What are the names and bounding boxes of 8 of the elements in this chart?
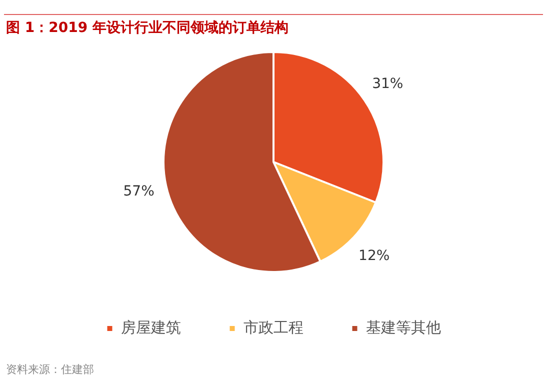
legend-label: 基建等其他 xyxy=(366,318,441,336)
text: 资料来源：住建部 xyxy=(6,362,94,377)
chart-title: 图 1：2019 年设计行业不同领域的订单结构 xyxy=(5,19,290,37)
legend-label: 市政工程 xyxy=(243,318,304,336)
data-label: 12% xyxy=(358,248,390,264)
data-label: 31% xyxy=(372,76,404,92)
legend-label: 房屋建筑 xyxy=(120,318,181,336)
data-label: 57% xyxy=(123,184,154,200)
